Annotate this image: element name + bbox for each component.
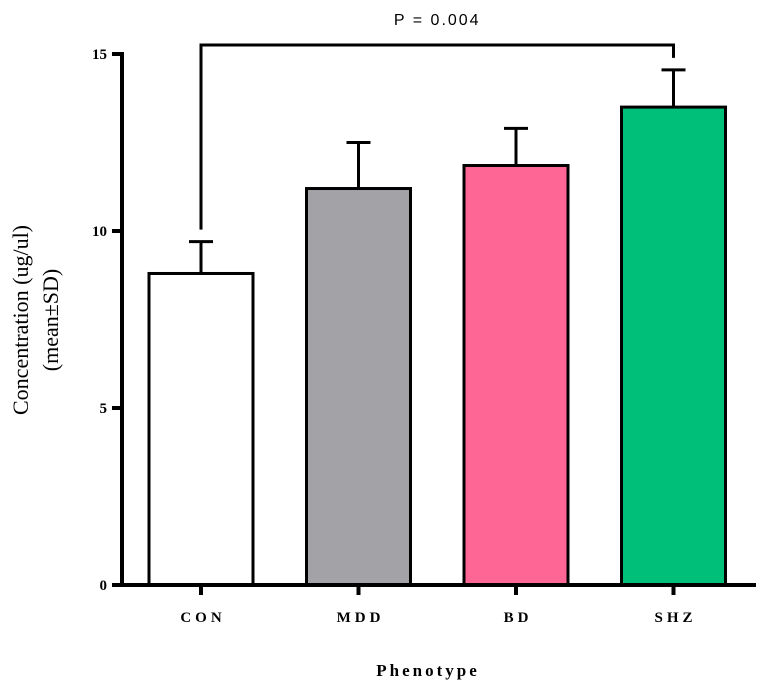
y-ticks-group: 0 5 10 15 xyxy=(92,47,122,594)
bars-group xyxy=(147,105,727,587)
y-axis-label-line1: Concentration (ug/ul) xyxy=(8,225,33,415)
bracket-line xyxy=(199,43,675,230)
y-tick-label: 0 xyxy=(100,578,108,594)
bar-bd xyxy=(462,164,570,587)
x-tick-label-mdd: MDD xyxy=(337,610,385,626)
x-tick-label-shz: SHZ xyxy=(654,610,696,626)
x-tick-label-con: CON xyxy=(180,610,225,626)
y-tick-label: 15 xyxy=(92,47,107,63)
y-axis-label-line2: (mean±SD) xyxy=(38,269,63,372)
bar-shz xyxy=(620,105,727,587)
bar-con xyxy=(147,271,255,587)
bar-mdd xyxy=(305,187,412,587)
x-axis-label: Phenotype xyxy=(376,661,480,680)
y-tick-label: 5 xyxy=(100,401,108,417)
p-value-label: P = 0.004 xyxy=(394,12,481,29)
error-bars-group xyxy=(189,68,686,274)
x-ticks-group: CON MDD BD SHZ xyxy=(180,585,696,626)
significance-bracket: P = 0.004 xyxy=(199,12,675,230)
y-tick-label: 10 xyxy=(92,224,107,240)
x-tick-label-bd: BD xyxy=(504,610,533,626)
